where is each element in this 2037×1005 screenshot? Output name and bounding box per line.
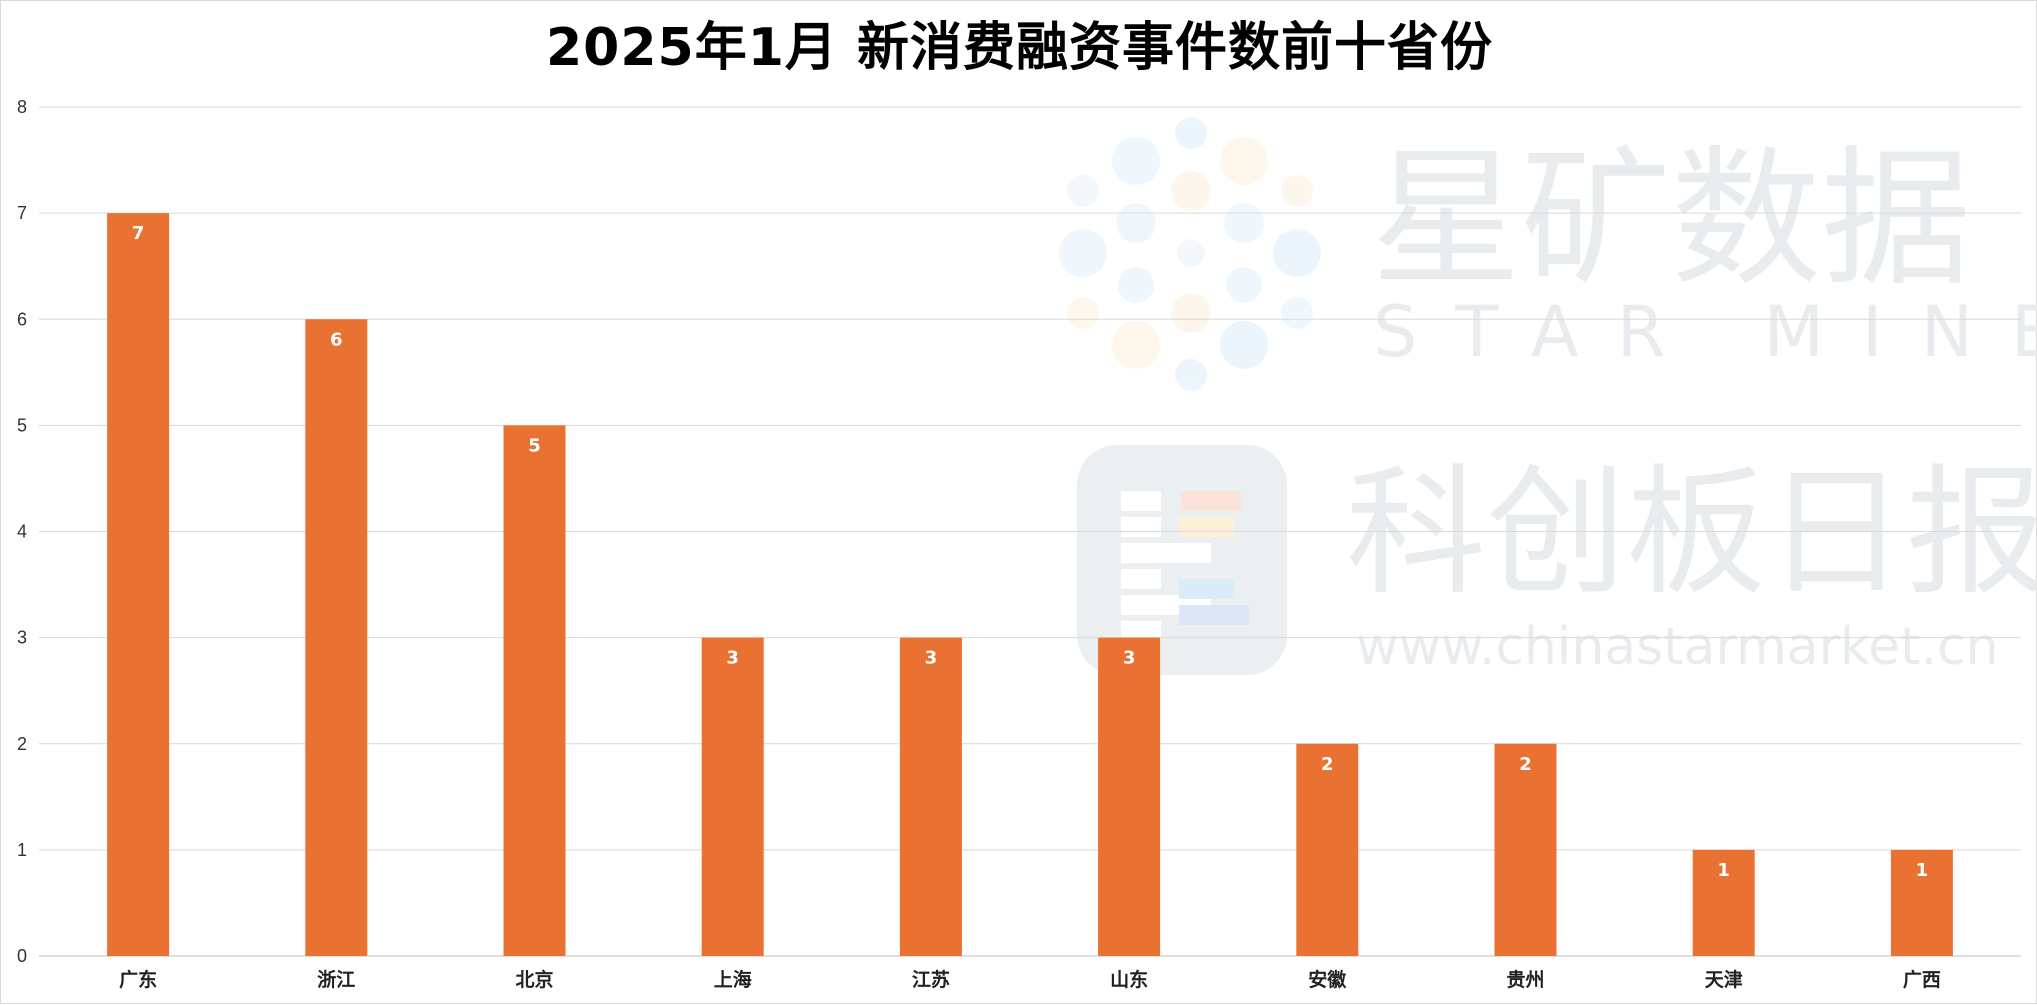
y-axis-ticks: 0 1 2 3 4 5 6 7 8 [17, 97, 27, 966]
bar-浙江 [305, 319, 368, 956]
bars [107, 213, 1953, 956]
star-mine-logo [1059, 117, 1321, 391]
x-label-山东: 山东 [1110, 968, 1148, 991]
x-label-广东: 广东 [119, 968, 157, 991]
bar-广东 [107, 213, 170, 956]
data-label-江苏: 3 [925, 648, 938, 669]
bar-天津 [1692, 849, 1755, 956]
data-label-安徽: 2 [1321, 754, 1334, 775]
data-label-天津: 1 [1717, 860, 1730, 881]
x-label-江苏: 江苏 [912, 968, 950, 991]
bar-江苏 [899, 637, 962, 956]
bar-安徽 [1296, 743, 1359, 956]
y-tick-label: 5 [17, 415, 27, 435]
data-label-山东: 3 [1123, 648, 1136, 669]
data-label-广东: 7 [132, 223, 145, 244]
gridlines [39, 106, 2021, 957]
y-tick-label: 1 [17, 840, 27, 860]
y-tick-label: 6 [17, 309, 27, 329]
chart-title: 2025年1月 新消费融资事件数前十省份 [545, 18, 1493, 78]
publisher-app-icon [1077, 445, 1287, 675]
x-label-广西: 广西 [1903, 968, 1941, 991]
data-labels: 7 6 5 3 3 3 2 2 1 1 [132, 223, 1928, 881]
x-label-上海: 上海 [714, 968, 752, 991]
x-label-贵州: 贵州 [1506, 969, 1544, 991]
watermark: 星矿数据 STAR MINE 科创板日报 www.chinastarmarket… [1059, 117, 2037, 677]
bar-广西 [1890, 849, 1953, 956]
data-label-贵州: 2 [1519, 754, 1532, 775]
x-axis-labels: 广东 浙江 北京 上海 江苏 山东 安徽 贵州 天津 广西 [119, 968, 1941, 991]
watermark-publisher-cn: 科创板日报 [1346, 452, 2037, 615]
watermark-brand-cn: 星矿数据 [1371, 133, 1971, 307]
x-label-北京: 北京 [515, 968, 553, 991]
bar-上海 [701, 637, 764, 956]
x-label-天津: 天津 [1705, 968, 1743, 991]
y-tick-label: 3 [17, 628, 27, 648]
y-tick-label: 7 [17, 203, 27, 223]
bar-贵州 [1494, 743, 1557, 956]
y-tick-label: 0 [17, 946, 27, 966]
bar-山东 [1098, 637, 1161, 956]
data-label-广西: 1 [1916, 860, 1929, 881]
watermark-brand-en: STAR MINE [1373, 291, 2037, 373]
data-label-上海: 3 [726, 648, 739, 669]
data-label-北京: 5 [528, 435, 541, 456]
x-label-浙江: 浙江 [317, 968, 355, 991]
y-tick-label: 2 [17, 734, 27, 754]
x-label-安徽: 安徽 [1308, 968, 1347, 991]
y-tick-label: 4 [17, 522, 27, 542]
watermark-url: www.chinastarmarket.cn [1356, 617, 1999, 677]
y-tick-label: 8 [17, 97, 27, 117]
bar-北京 [503, 425, 566, 956]
data-label-浙江: 6 [330, 329, 343, 350]
